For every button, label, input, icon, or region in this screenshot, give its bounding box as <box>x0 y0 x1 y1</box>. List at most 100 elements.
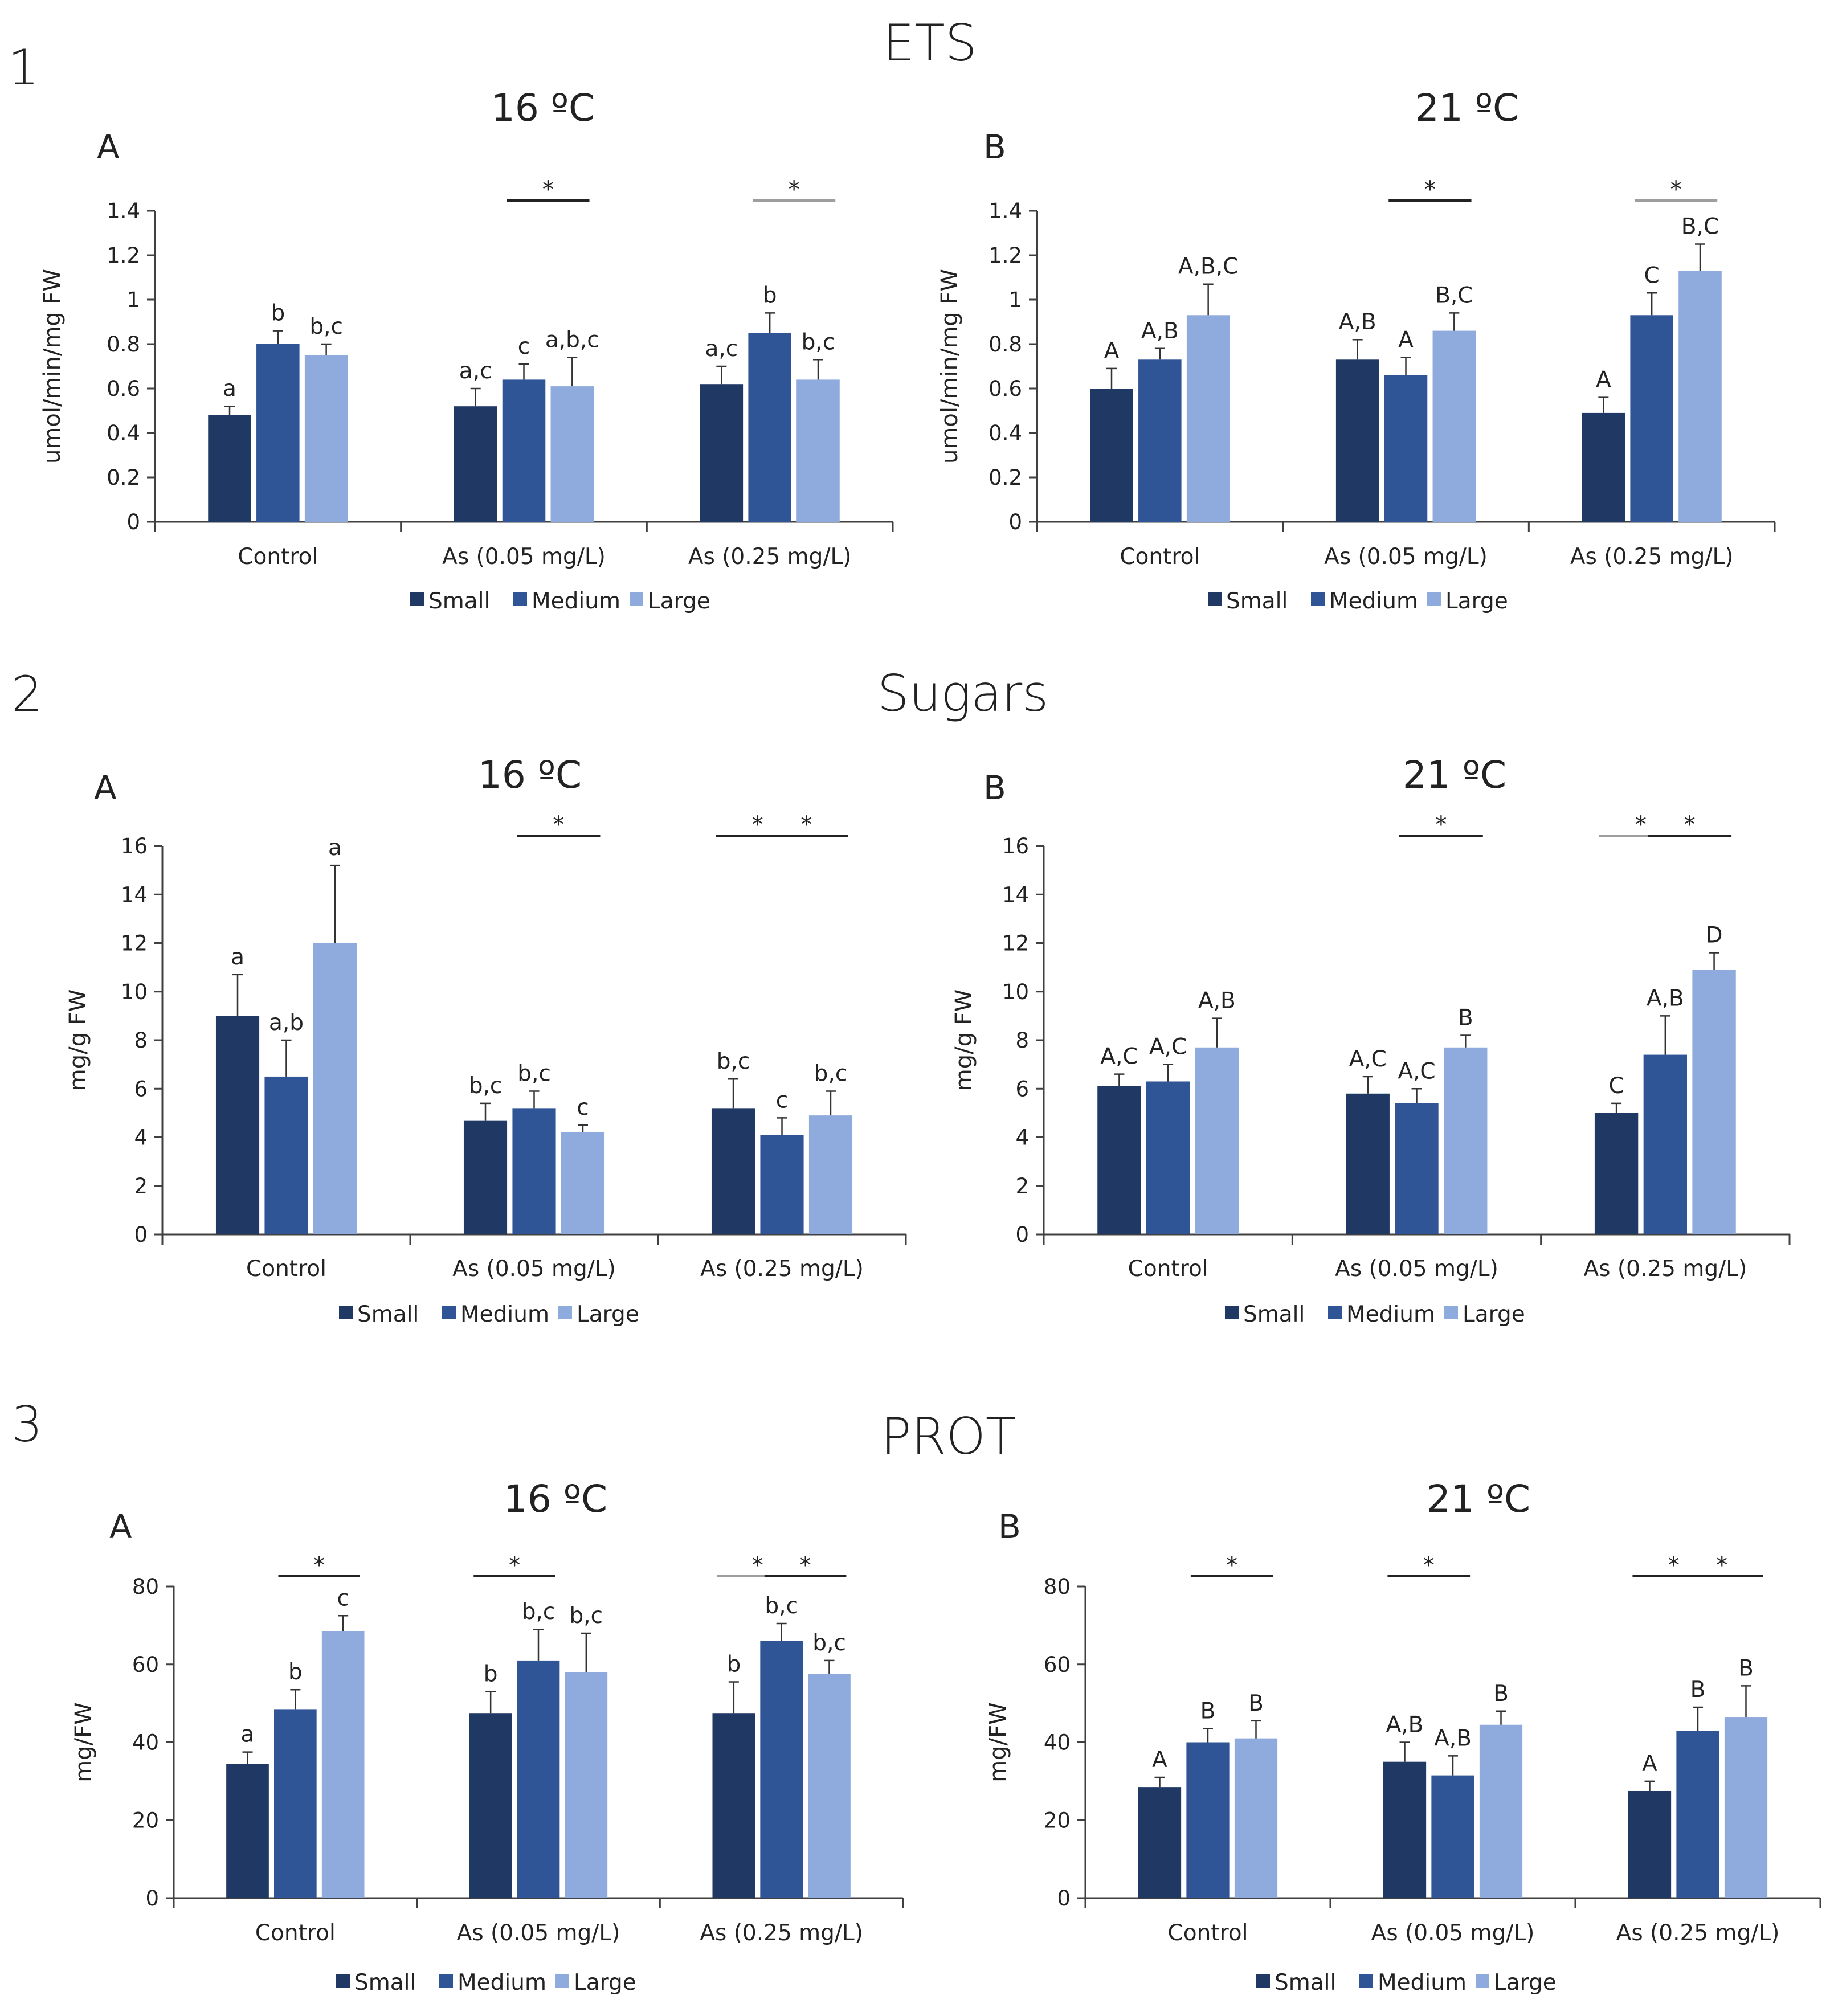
y-tick-label: 0 <box>1008 510 1022 534</box>
bar-small <box>208 415 251 522</box>
y-tick-label: 20 <box>132 1808 159 1833</box>
x-category-label: As (0.25 mg/L) <box>1616 1920 1780 1946</box>
bar-letter-label: B,C <box>1435 283 1473 308</box>
y-axis-label: mg/g FW <box>951 989 977 1091</box>
bar-medium <box>274 1709 317 1898</box>
y-tick-label: 1.2 <box>989 243 1022 268</box>
y-tick-label: 10 <box>121 980 148 1004</box>
y-axis-label: umol/min/mg FW <box>39 269 66 464</box>
bar-letter-label: C <box>1644 263 1660 288</box>
panel-letter: B <box>998 1507 1021 1546</box>
bar-small <box>700 384 744 522</box>
bar-large <box>1432 330 1476 522</box>
y-tick-label: 0.6 <box>989 377 1022 401</box>
x-category-label: Control <box>238 544 318 570</box>
y-tick-label: 40 <box>132 1731 159 1755</box>
legend-swatch-large <box>1444 1306 1458 1319</box>
y-axis-label: mg/FW <box>985 1702 1011 1782</box>
section-number: 3 <box>11 1396 43 1453</box>
legend-swatch-medium <box>1359 1974 1373 1988</box>
x-category-label: As (0.25 mg/L) <box>700 1256 864 1282</box>
bar-small <box>1628 1790 1672 1898</box>
legend-swatch-medium <box>513 592 527 606</box>
legend-swatch-small <box>410 592 424 606</box>
y-tick-label: 0.4 <box>107 421 140 445</box>
bar-medium <box>256 344 300 522</box>
section-number: 1 <box>8 39 39 96</box>
bar-letter-label: b,c <box>517 1061 551 1087</box>
bar-letter-label: b <box>726 1652 741 1678</box>
x-category-label: As (0.05 mg/L) <box>452 1256 616 1282</box>
bar-letter-label: A <box>1642 1751 1657 1777</box>
bar-medium <box>1643 1054 1688 1234</box>
legend-swatch-small <box>336 1974 350 1988</box>
y-tick-label: 0 <box>1015 1222 1029 1247</box>
y-tick-label: 0.8 <box>107 332 140 357</box>
y-tick-label: 6 <box>1015 1077 1029 1101</box>
bar-medium <box>748 333 791 522</box>
y-tick-label: 1 <box>126 288 140 312</box>
bar-large <box>321 1631 365 1898</box>
x-category-label: As (0.25 mg/L) <box>688 544 852 570</box>
x-category-label: As (0.25 mg/L) <box>700 1920 863 1946</box>
bar-letter-label: a,c <box>705 336 738 362</box>
bar-medium <box>517 1660 560 1898</box>
chart-title: 21 ºC <box>1415 86 1519 130</box>
legend-swatch-small <box>1256 1974 1270 1988</box>
bar-letter-label: B <box>1738 1655 1754 1681</box>
legend-swatch-small <box>339 1306 353 1319</box>
bar-small <box>1138 1787 1182 1898</box>
significance-star: * <box>1668 1552 1680 1579</box>
bar-letter-label: a,b,c <box>545 327 599 353</box>
bar-large <box>304 355 348 522</box>
legend-swatch-large <box>1476 1974 1489 1988</box>
bar-large <box>1234 1738 1278 1898</box>
bar-large <box>1724 1717 1768 1898</box>
chart-title: 21 ºC <box>1403 753 1506 797</box>
bar-large <box>808 1115 853 1234</box>
bar-medium <box>1186 1742 1230 1898</box>
bar-medium <box>1630 315 1673 522</box>
y-tick-label: 1.4 <box>989 199 1022 223</box>
bar-letter-label: b,c <box>717 1049 750 1074</box>
bar-letter-label: A,B <box>1198 988 1236 1014</box>
x-category-label: Control <box>246 1256 326 1282</box>
bar-medium <box>1146 1081 1190 1234</box>
significance-star: * <box>1226 1552 1237 1579</box>
bar-large <box>565 1672 608 1898</box>
significance-star: * <box>800 1552 811 1579</box>
y-tick-label: 0.4 <box>989 421 1022 445</box>
bar-large <box>1186 315 1230 522</box>
bar-letter-label: B,C <box>1681 214 1719 240</box>
significance-star: * <box>542 177 554 203</box>
bar-large <box>1444 1047 1488 1234</box>
bar-large <box>808 1674 851 1898</box>
bar-letter-label: b <box>288 1659 303 1685</box>
legend-swatch-small <box>1208 592 1222 606</box>
significance-star: * <box>1423 1552 1435 1579</box>
significance-star: * <box>752 812 763 838</box>
bar-letter-label: C <box>1608 1073 1624 1099</box>
bar-letter-label: c <box>337 1585 349 1611</box>
y-axis-label: umol/min/mg FW <box>937 269 963 464</box>
legend-swatch-large <box>558 1306 572 1319</box>
bar-letter-label: c <box>776 1087 788 1113</box>
bar-small <box>1335 359 1379 522</box>
bar-medium <box>502 379 546 522</box>
bar-medium <box>512 1108 556 1234</box>
bar-letter-label: a,b <box>269 1010 304 1036</box>
y-tick-label: 0.8 <box>989 332 1022 357</box>
panel-letter: B <box>983 128 1006 166</box>
y-tick-label: 2 <box>1015 1174 1029 1199</box>
legend-swatch-large <box>555 1974 569 1988</box>
y-tick-label: 60 <box>1044 1653 1071 1677</box>
bar-letter-label: A <box>1152 1747 1167 1773</box>
legend-label: Small <box>1243 1302 1305 1327</box>
bar-letter-label: D <box>1706 923 1723 948</box>
bar-large <box>796 379 840 522</box>
legend-label: Large <box>574 1970 636 1995</box>
bar-letter-label: b,c <box>309 314 343 340</box>
bar-small <box>463 1120 508 1234</box>
bar-letter-label: c <box>518 334 530 359</box>
